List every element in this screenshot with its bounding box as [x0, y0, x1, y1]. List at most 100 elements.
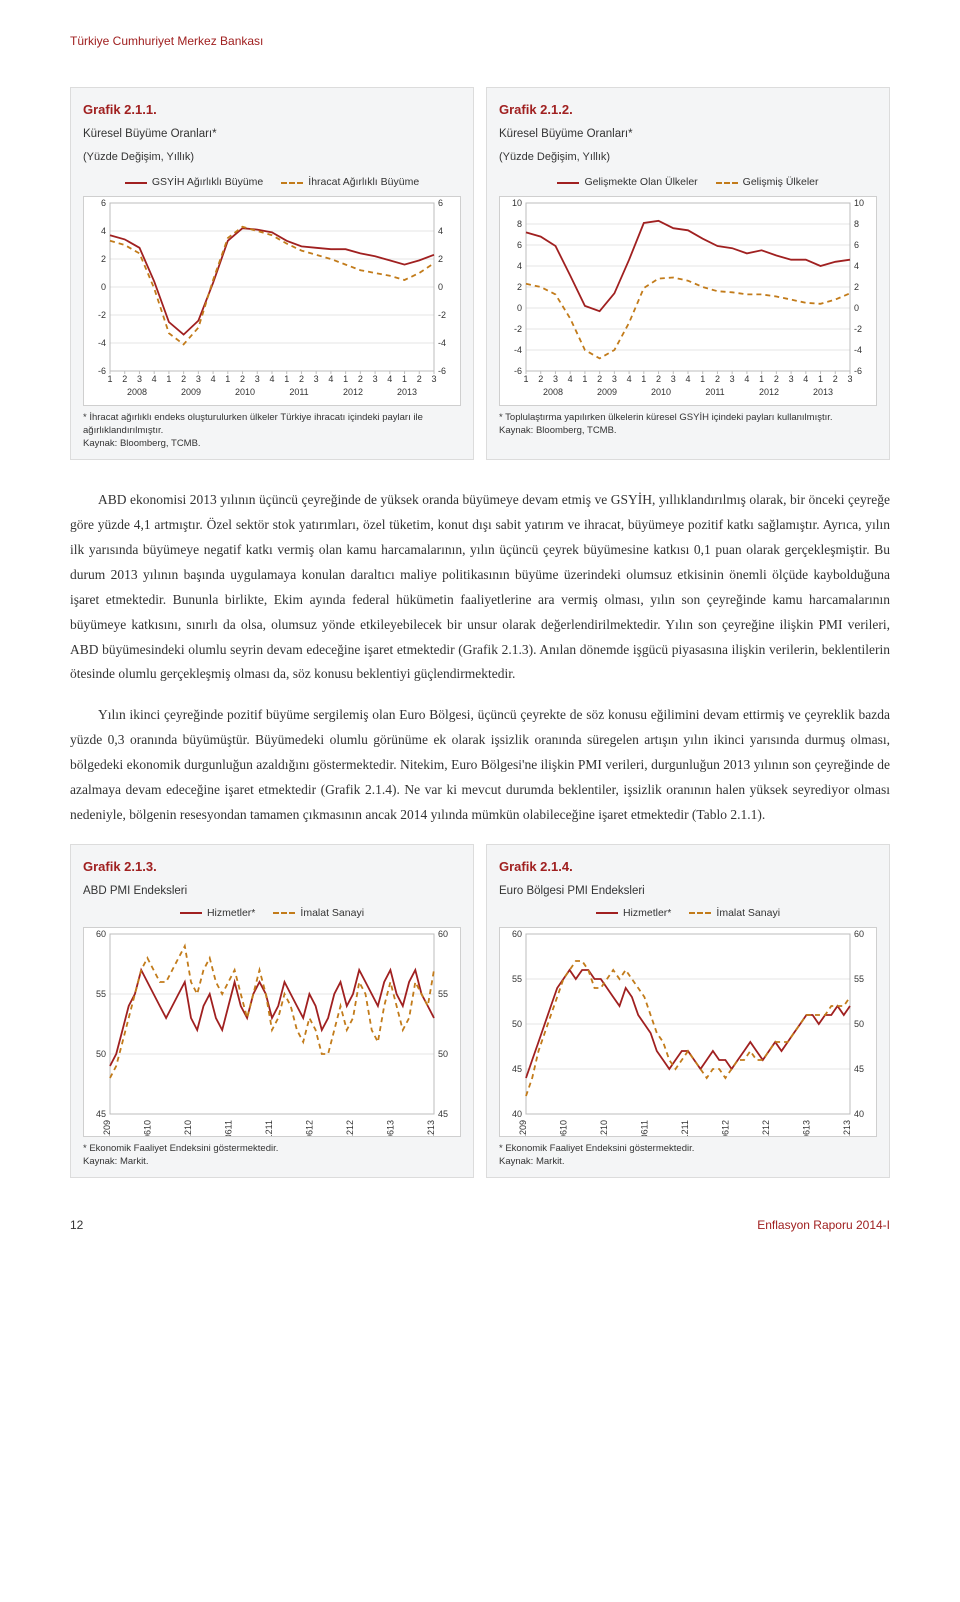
svg-text:6: 6: [517, 240, 522, 250]
svg-text:2010: 2010: [651, 387, 671, 397]
svg-text:2: 2: [358, 374, 363, 384]
svg-text:3: 3: [137, 374, 142, 384]
legend-swatch: [273, 912, 295, 914]
svg-text:1213: 1213: [842, 1120, 852, 1136]
svg-text:1210: 1210: [599, 1120, 609, 1136]
svg-text:2012: 2012: [343, 387, 363, 397]
legend-item: Gelişmiş Ülkeler: [716, 173, 819, 192]
svg-text:50: 50: [854, 1019, 864, 1029]
svg-text:2: 2: [538, 374, 543, 384]
svg-text:1: 1: [107, 374, 112, 384]
svg-text:1: 1: [343, 374, 348, 384]
svg-text:4: 4: [269, 374, 274, 384]
chart-211-card: Grafik 2.1.1. Küresel Büyüme Oranları* (…: [70, 87, 474, 460]
svg-text:8: 8: [517, 219, 522, 229]
legend-label: İmalat Sanayi: [300, 904, 364, 923]
legend-swatch: [557, 182, 579, 184]
svg-text:-4: -4: [438, 338, 446, 348]
chart-subtitle2: (Yüzde Değişim, Yıllık): [499, 147, 877, 167]
svg-text:4: 4: [101, 226, 106, 236]
svg-text:2: 2: [715, 374, 720, 384]
svg-text:4: 4: [685, 374, 690, 384]
chart-subtitle2: (Yüzde Değişim, Yıllık): [83, 147, 461, 167]
svg-text:1: 1: [759, 374, 764, 384]
svg-text:0: 0: [101, 282, 106, 292]
svg-text:3: 3: [255, 374, 260, 384]
svg-text:0613: 0613: [386, 1120, 396, 1136]
svg-text:3: 3: [671, 374, 676, 384]
svg-text:4: 4: [803, 374, 808, 384]
svg-text:-2: -2: [854, 324, 862, 334]
svg-text:45: 45: [96, 1109, 106, 1119]
page-number: 12: [70, 1214, 83, 1236]
svg-text:1: 1: [641, 374, 646, 384]
chart-plot: 4545505055556060120906101210061112110612…: [83, 927, 461, 1137]
chart-row-top: Grafik 2.1.1. Küresel Büyüme Oranları* (…: [70, 87, 890, 460]
legend-item: Hizmetler*: [180, 904, 255, 923]
svg-text:1: 1: [523, 374, 528, 384]
legend-label: Gelişmiş Ülkeler: [743, 173, 819, 192]
svg-text:4: 4: [517, 261, 522, 271]
svg-text:2: 2: [101, 254, 106, 264]
svg-text:2: 2: [181, 374, 186, 384]
svg-text:0610: 0610: [559, 1120, 569, 1136]
svg-text:50: 50: [438, 1049, 448, 1059]
svg-text:10: 10: [854, 198, 864, 208]
chart-subtitle: Küresel Büyüme Oranları*: [499, 124, 877, 145]
svg-text:1: 1: [166, 374, 171, 384]
body-paragraph-2: Yılın ikinci çeyreğinde pozitif büyüme s…: [70, 703, 890, 828]
legend-swatch: [716, 182, 738, 184]
svg-text:2: 2: [240, 374, 245, 384]
legend-label: İhracat Ağırlıklı Büyüme: [308, 173, 419, 192]
svg-text:3: 3: [196, 374, 201, 384]
legend-label: Hizmetler*: [623, 904, 671, 923]
svg-text:2013: 2013: [813, 387, 833, 397]
svg-text:1: 1: [582, 374, 587, 384]
svg-text:4: 4: [568, 374, 573, 384]
chart-title: Grafik 2.1.1.: [83, 98, 461, 122]
svg-text:6: 6: [438, 198, 443, 208]
svg-text:0: 0: [438, 282, 443, 292]
svg-text:2010: 2010: [235, 387, 255, 397]
svg-text:4: 4: [854, 261, 859, 271]
svg-text:2: 2: [299, 374, 304, 384]
svg-text:2: 2: [438, 254, 443, 264]
svg-text:4: 4: [152, 374, 157, 384]
svg-text:4: 4: [387, 374, 392, 384]
page: Türkiye Cumhuriyet Merkez Bankası Grafik…: [0, 0, 960, 1256]
svg-text:40: 40: [854, 1109, 864, 1119]
legend-label: Hizmetler*: [207, 904, 255, 923]
chart-subtitle: Küresel Büyüme Oranları*: [83, 124, 461, 145]
svg-text:2009: 2009: [597, 387, 617, 397]
svg-text:2: 2: [417, 374, 422, 384]
chart-214-card: Grafik 2.1.4. Euro Bölgesi PMI Endeksler…: [486, 844, 890, 1177]
svg-text:10: 10: [512, 198, 522, 208]
svg-text:50: 50: [512, 1019, 522, 1029]
svg-text:1212: 1212: [345, 1120, 355, 1136]
svg-text:-4: -4: [514, 345, 522, 355]
svg-text:55: 55: [854, 974, 864, 984]
chart-footnote: * Ekonomik Faaliyet Endeksini göstermekt…: [499, 1143, 877, 1169]
legend-item: GSYİH Ağırlıklı Büyüme: [125, 173, 263, 192]
svg-text:0: 0: [854, 303, 859, 313]
svg-text:60: 60: [854, 929, 864, 939]
svg-text:55: 55: [96, 989, 106, 999]
svg-text:1210: 1210: [183, 1120, 193, 1136]
svg-text:3: 3: [730, 374, 735, 384]
svg-text:55: 55: [438, 989, 448, 999]
chart-row-bottom: Grafik 2.1.3. ABD PMI Endeksleri Hizmetl…: [70, 844, 890, 1177]
svg-text:1: 1: [402, 374, 407, 384]
svg-text:4: 4: [211, 374, 216, 384]
chart-title: Grafik 2.1.4.: [499, 855, 877, 879]
svg-text:4: 4: [744, 374, 749, 384]
chart-subtitle: ABD PMI Endeksleri: [83, 881, 461, 902]
svg-text:0612: 0612: [721, 1120, 731, 1136]
chart-212-card: Grafik 2.1.2. Küresel Büyüme Oranları* (…: [486, 87, 890, 460]
svg-text:45: 45: [854, 1064, 864, 1074]
chart-plot: 4040454550505555606012090610121006111211…: [499, 927, 877, 1137]
svg-text:45: 45: [512, 1064, 522, 1074]
svg-text:0611: 0611: [224, 1120, 234, 1136]
svg-text:1: 1: [818, 374, 823, 384]
svg-text:-6: -6: [514, 366, 522, 376]
svg-text:6: 6: [101, 198, 106, 208]
